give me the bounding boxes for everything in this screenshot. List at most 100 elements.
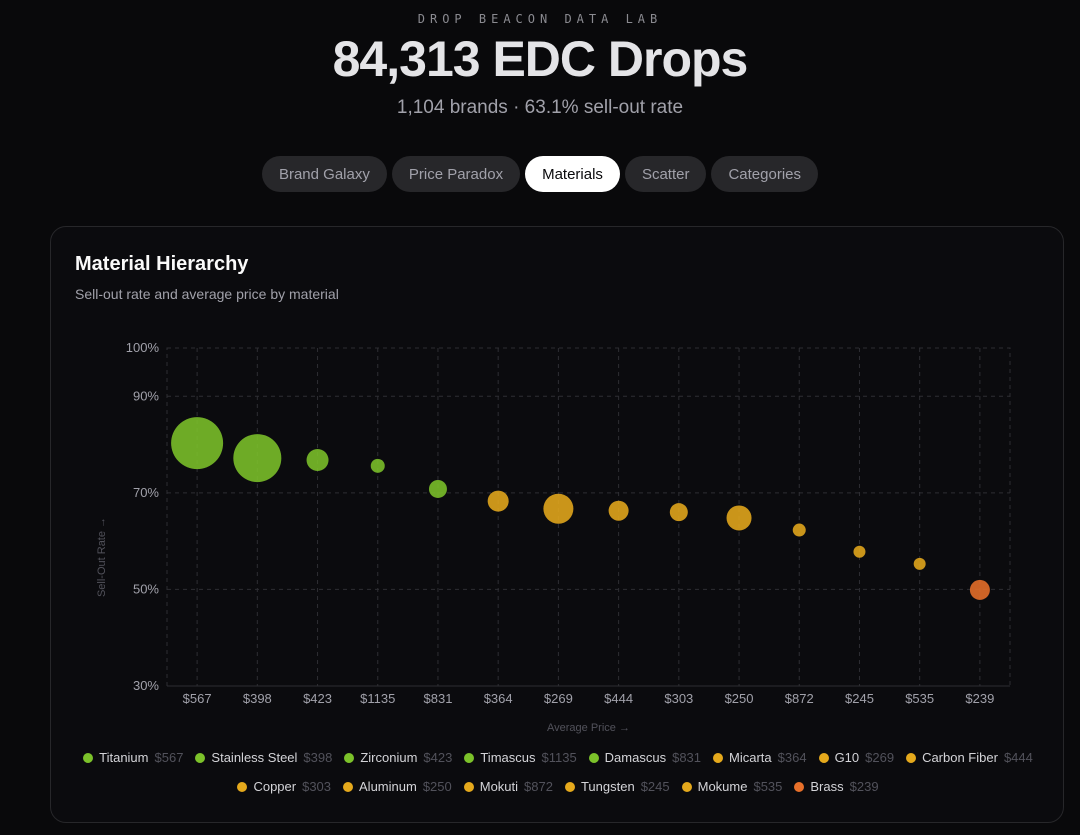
x-tick-label: $1135 bbox=[360, 691, 395, 706]
legend-item[interactable]: Brass $239 bbox=[794, 776, 879, 797]
legend-item[interactable]: Mokuti $872 bbox=[463, 776, 553, 797]
legend-price: $423 bbox=[423, 750, 453, 765]
tab-bar: Brand Galaxy Price Paradox Materials Sca… bbox=[0, 156, 1080, 192]
legend-price: $535 bbox=[753, 779, 783, 794]
bubble-mokume[interactable] bbox=[913, 557, 926, 570]
legend-price: $567 bbox=[154, 750, 184, 765]
legend-dot-icon bbox=[463, 781, 474, 792]
legend-price: $245 bbox=[640, 779, 670, 794]
legend-price: $269 bbox=[865, 750, 895, 765]
bubble-copper[interactable] bbox=[669, 503, 688, 522]
y-tick-label: 90% bbox=[133, 388, 159, 403]
page-title: 84,313 EDC Drops bbox=[332, 31, 749, 87]
x-axis-label: Average Price → bbox=[547, 722, 630, 734]
legend-item[interactable]: Stainless Steel $398 bbox=[195, 747, 332, 768]
tab-materials[interactable]: Materials bbox=[525, 156, 620, 192]
legend-dot-icon bbox=[344, 752, 355, 763]
legend-price: $1135 bbox=[541, 750, 577, 765]
y-tick-label: 100% bbox=[126, 340, 160, 355]
plot-frame bbox=[166, 347, 1011, 687]
legend-name: G10 bbox=[834, 750, 860, 765]
legend-dot-icon bbox=[564, 781, 575, 792]
tab-brand-galaxy[interactable]: Brand Galaxy bbox=[261, 156, 387, 192]
bubble-damascus[interactable] bbox=[428, 479, 447, 498]
x-tick-label: $398 bbox=[243, 691, 272, 706]
x-tick-label: $250 bbox=[725, 691, 754, 706]
legend-name: Titanium bbox=[99, 750, 149, 765]
legend-dot-icon bbox=[713, 752, 724, 763]
y-tick-label: 50% bbox=[133, 581, 159, 596]
legend-item[interactable]: Damascus $831 bbox=[588, 747, 702, 768]
legend-item[interactable]: Tungsten $245 bbox=[564, 776, 670, 797]
legend-dot-icon bbox=[195, 752, 206, 763]
bubble-g10[interactable] bbox=[543, 493, 574, 524]
x-tick-label: $303 bbox=[664, 691, 693, 706]
legend-dot-icon bbox=[464, 752, 475, 763]
bubble-carbon-fiber[interactable] bbox=[608, 500, 629, 521]
x-tick-label: $567 bbox=[183, 691, 212, 706]
legend-dot-icon bbox=[818, 752, 829, 763]
bubble-titanium[interactable] bbox=[171, 417, 224, 470]
bubble-micarta[interactable] bbox=[487, 490, 509, 512]
legend-item[interactable]: Micarta $364 bbox=[713, 747, 807, 768]
legend-dot-icon bbox=[906, 752, 917, 763]
legend-name: Aluminum bbox=[359, 779, 417, 794]
legend-price: $303 bbox=[302, 779, 332, 794]
x-tick-label: $423 bbox=[303, 691, 332, 706]
legend-dot-icon bbox=[237, 781, 248, 792]
bubble-stainless-steel[interactable] bbox=[233, 434, 282, 483]
chart-legend: Titanium $567 Stainless Steel $398 Zirconium… bbox=[71, 747, 1045, 797]
x-tick-label: $444 bbox=[604, 691, 633, 706]
bubble-mokuti[interactable] bbox=[792, 523, 806, 537]
legend-price: $250 bbox=[422, 779, 452, 794]
bubble-brass[interactable] bbox=[969, 579, 990, 600]
tab-price-paradox[interactable]: Price Paradox bbox=[391, 156, 521, 192]
legend-name: Damascus bbox=[604, 750, 667, 765]
chart-title: Material Hierarchy bbox=[75, 253, 249, 275]
legend-name: Brass bbox=[810, 779, 844, 794]
legend-name: Zirconium bbox=[360, 750, 418, 765]
legend-name: Timascus bbox=[480, 750, 536, 765]
legend-item[interactable]: Carbon Fiber $444 bbox=[906, 747, 1033, 768]
legend-price: $239 bbox=[849, 779, 879, 794]
kicker-label: DROP BEACON DATA LAB bbox=[417, 12, 663, 26]
legend-item[interactable]: Aluminum $250 bbox=[343, 776, 452, 797]
legend-item[interactable]: Mokume $535 bbox=[681, 776, 783, 797]
legend-dot-icon bbox=[794, 781, 805, 792]
x-tick-label: $831 bbox=[424, 691, 453, 706]
x-tick-label: $364 bbox=[484, 691, 513, 706]
legend-price: $831 bbox=[672, 750, 702, 765]
legend-item[interactable]: Timascus $1135 bbox=[464, 747, 577, 768]
legend-item[interactable]: Titanium $567 bbox=[83, 747, 183, 768]
legend-name: Stainless Steel bbox=[211, 750, 298, 765]
x-tick-label: $872 bbox=[785, 691, 814, 706]
chart-card: Material Hierarchy Sell-out rate and ave… bbox=[50, 226, 1064, 823]
bubble-tungsten[interactable] bbox=[853, 545, 866, 558]
x-tick-label: $269 bbox=[544, 691, 573, 706]
y-tick-label: 70% bbox=[133, 485, 159, 500]
x-tick-label: $535 bbox=[905, 691, 934, 706]
legend-item[interactable]: Zirconium $423 bbox=[344, 747, 452, 768]
legend-dot-icon bbox=[83, 752, 94, 763]
legend-name: Mokume bbox=[697, 779, 748, 794]
y-axis-label: Sell-Out Rate → bbox=[96, 517, 108, 597]
chart-subtitle: Sell-out rate and average price by mater… bbox=[75, 286, 339, 302]
legend-name: Copper bbox=[253, 779, 297, 794]
tab-scatter[interactable]: Scatter bbox=[624, 156, 707, 192]
legend-name: Carbon Fiber bbox=[922, 750, 998, 765]
bubble-timascus[interactable] bbox=[370, 458, 385, 473]
bubble-aluminum[interactable] bbox=[726, 505, 752, 531]
legend-name: Tungsten bbox=[580, 779, 635, 794]
x-tick-label: $239 bbox=[965, 691, 994, 706]
tab-categories[interactable]: Categories bbox=[711, 156, 819, 192]
legend-item[interactable]: G10 $269 bbox=[818, 747, 895, 768]
page-subtitle: 1,104 brands · 63.1% sell-out rate bbox=[396, 97, 684, 118]
bubble-zirconium[interactable] bbox=[306, 449, 329, 472]
legend-name: Mokuti bbox=[479, 779, 519, 794]
y-tick-label: 30% bbox=[133, 678, 159, 693]
legend-dot-icon bbox=[343, 781, 354, 792]
legend-price: $364 bbox=[777, 750, 807, 765]
legend-price: $444 bbox=[1003, 750, 1033, 765]
legend-item[interactable]: Copper $303 bbox=[237, 776, 331, 797]
legend-price: $872 bbox=[524, 779, 553, 794]
